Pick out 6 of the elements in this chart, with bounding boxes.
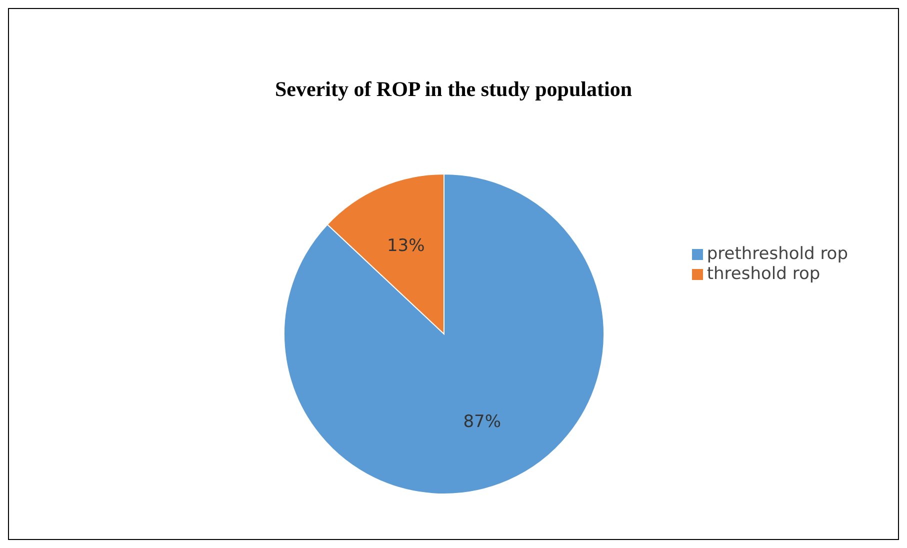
legend-label: threshold rop	[706, 264, 820, 284]
data-label: 13%	[386, 236, 425, 256]
legend-label: prethreshold rop	[706, 244, 848, 264]
chart-title: Severity of ROP in the study population	[274, 77, 634, 102]
data-label: 87%	[463, 412, 502, 432]
pie-slice	[284, 174, 604, 494]
